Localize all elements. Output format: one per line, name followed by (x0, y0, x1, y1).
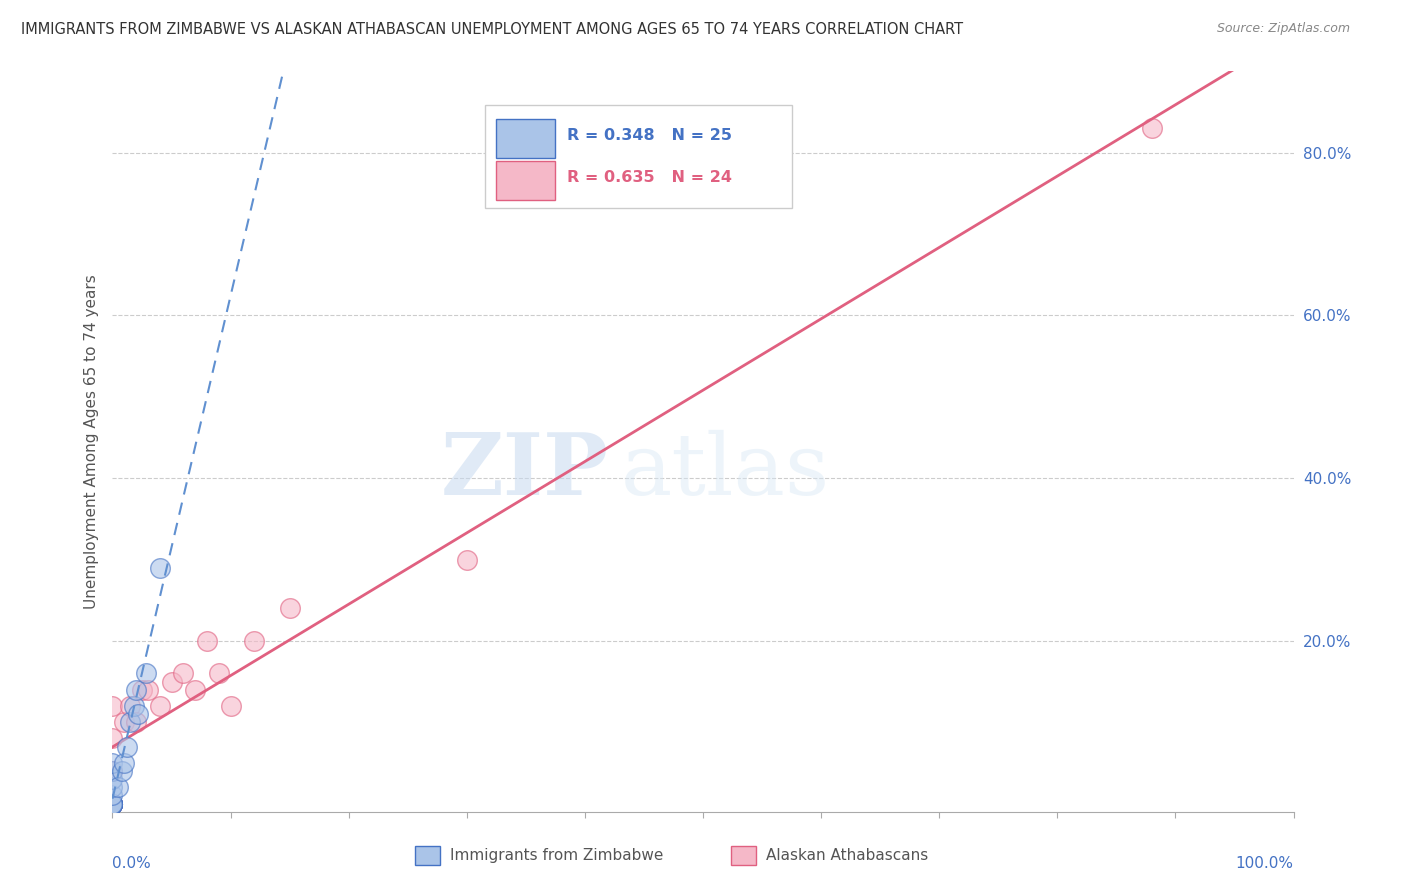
Point (125, 715, 148, 730)
Point (101, 797, 124, 811)
Point (101, 772, 124, 787)
Point (101, 797, 124, 811)
FancyBboxPatch shape (496, 161, 555, 200)
Text: IMMIGRANTS FROM ZIMBABWE VS ALASKAN ATHABASCAN UNEMPLOYMENT AMONG AGES 65 TO 74 : IMMIGRANTS FROM ZIMBABWE VS ALASKAN ATHA… (21, 22, 963, 37)
Text: ZIP: ZIP (440, 429, 609, 513)
Point (135, 666, 157, 681)
Point (101, 797, 124, 811)
Point (120, 698, 142, 713)
Point (101, 797, 124, 811)
Bar (415, 846, 440, 865)
Point (149, 698, 172, 713)
Point (101, 756, 124, 770)
Text: Source: ZipAtlas.com: Source: ZipAtlas.com (1216, 22, 1350, 36)
Text: atlas: atlas (620, 430, 830, 513)
Point (208, 666, 231, 681)
Text: R = 0.635   N = 24: R = 0.635 N = 24 (567, 170, 733, 186)
Point (112, 715, 135, 730)
Point (111, 764, 134, 778)
Point (101, 789, 124, 803)
Point (184, 682, 207, 697)
FancyBboxPatch shape (485, 104, 792, 209)
Point (101, 797, 124, 811)
Text: Alaskan Athabascans: Alaskan Athabascans (766, 848, 928, 863)
Point (101, 797, 124, 811)
Point (127, 707, 149, 722)
Y-axis label: Unemployment Among Ages 65 to 74 years: Unemployment Among Ages 65 to 74 years (83, 274, 98, 609)
Point (195, 633, 218, 648)
Point (120, 715, 142, 730)
Text: 100.0%: 100.0% (1236, 856, 1294, 871)
Point (136, 682, 159, 697)
Point (101, 797, 124, 811)
Point (107, 780, 129, 795)
Text: Immigrants from Zimbabwe: Immigrants from Zimbabwe (450, 848, 664, 863)
Point (131, 682, 153, 697)
Text: R = 0.348   N = 25: R = 0.348 N = 25 (567, 128, 733, 143)
Text: 0.0%: 0.0% (112, 856, 152, 871)
Point (112, 756, 135, 770)
Point (122, 698, 145, 713)
Point (125, 682, 148, 697)
Point (278, 601, 301, 615)
Point (101, 797, 124, 811)
Point (101, 780, 124, 795)
Point (101, 797, 124, 811)
Point (101, 797, 124, 811)
Point (1140, 121, 1163, 136)
Point (101, 764, 124, 778)
Point (101, 797, 124, 811)
Point (243, 633, 266, 648)
Bar (731, 846, 756, 865)
Point (115, 739, 138, 754)
Point (101, 698, 124, 713)
FancyBboxPatch shape (496, 119, 555, 158)
Point (101, 764, 124, 778)
Point (160, 674, 183, 689)
Point (101, 731, 124, 746)
Point (101, 797, 124, 811)
Point (101, 797, 124, 811)
Point (172, 666, 194, 681)
Point (219, 698, 242, 713)
Point (149, 560, 172, 574)
Point (101, 797, 124, 811)
Point (456, 552, 478, 566)
Point (101, 797, 124, 811)
